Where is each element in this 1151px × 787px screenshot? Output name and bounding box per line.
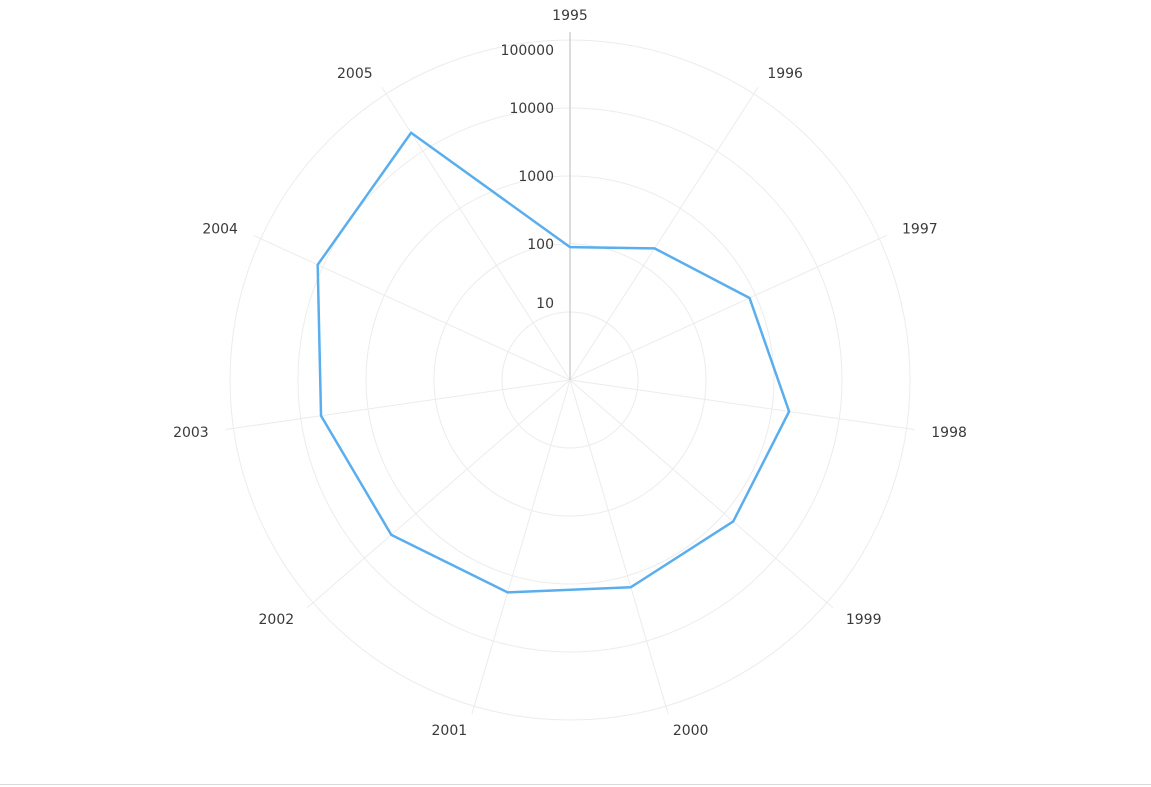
bottom-divider bbox=[0, 784, 1151, 785]
radial-spokes bbox=[225, 32, 915, 715]
spoke-line bbox=[381, 86, 571, 381]
radial-tick-labels: 10 100 1000 10000 100000 bbox=[501, 43, 554, 312]
category-labels: 1995 1996 1997 1998 1999 2000 2001 2002 2003 2004… bbox=[173, 8, 967, 739]
radial-tick-label: 1000 bbox=[518, 169, 554, 185]
spoke-line bbox=[225, 379, 571, 431]
spoke-line bbox=[569, 379, 669, 715]
series-layer bbox=[316, 131, 791, 594]
category-label: 1996 bbox=[767, 66, 803, 82]
spoke-line bbox=[569, 86, 759, 381]
category-label: 2002 bbox=[259, 612, 295, 628]
category-label: 1997 bbox=[902, 221, 938, 237]
category-label: 1998 bbox=[931, 425, 967, 441]
radial-tick-label: 10000 bbox=[509, 101, 554, 117]
category-label: 2003 bbox=[173, 425, 209, 441]
series-line bbox=[316, 131, 791, 594]
spoke-line bbox=[306, 379, 571, 609]
spoke-line bbox=[471, 379, 571, 715]
spoke-line bbox=[569, 379, 915, 431]
spoke-line bbox=[569, 234, 887, 381]
category-label: 2001 bbox=[432, 723, 468, 739]
category-label: 1999 bbox=[846, 612, 882, 628]
spoke-line bbox=[569, 379, 834, 609]
category-label: 2004 bbox=[202, 221, 238, 237]
spoke-line bbox=[253, 234, 571, 381]
category-label: 2005 bbox=[337, 66, 373, 82]
category-label: 1995 bbox=[552, 8, 588, 24]
radial-tick-label: 100 bbox=[527, 237, 554, 253]
category-label: 2000 bbox=[673, 723, 709, 739]
radial-tick-label: 100000 bbox=[501, 43, 554, 59]
radial-tick-label: 10 bbox=[536, 296, 554, 312]
